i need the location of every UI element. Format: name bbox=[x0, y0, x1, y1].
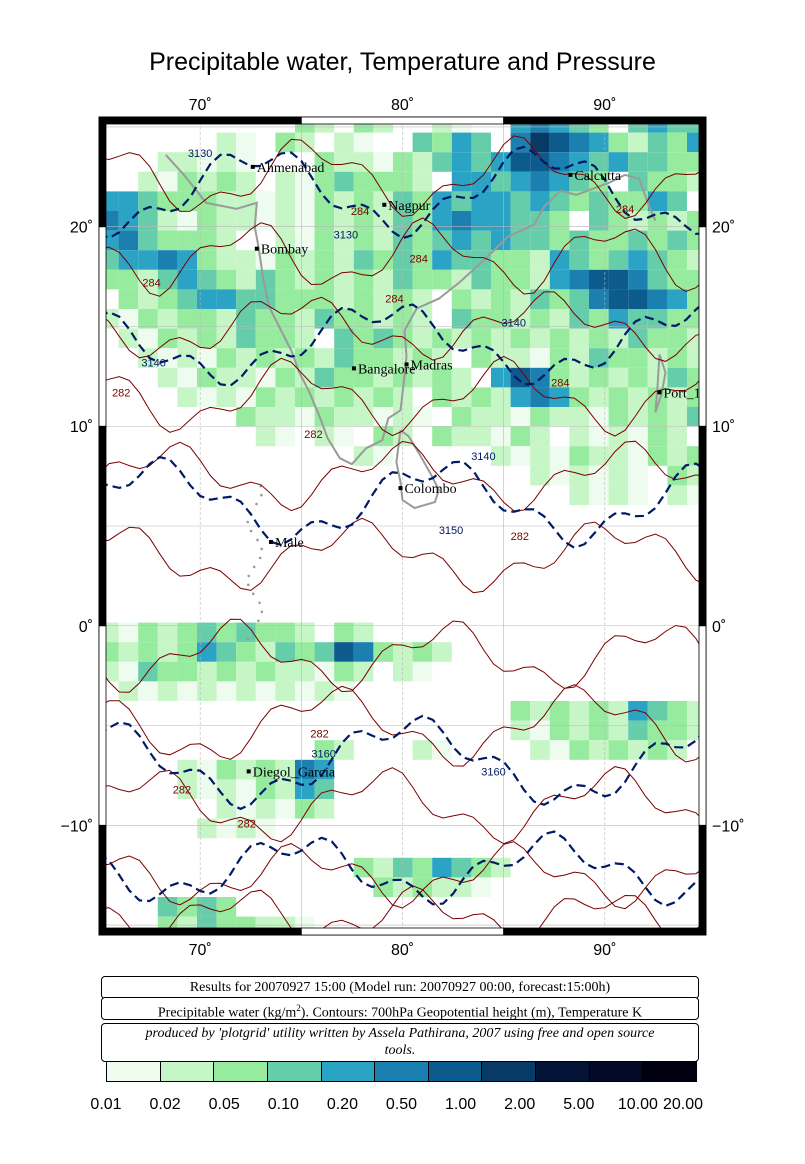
color-scale-swatch bbox=[160, 1062, 215, 1081]
color-scale-bar bbox=[106, 1061, 697, 1082]
temperature-contour-label: 282 bbox=[238, 818, 256, 830]
temperature-contour-label: 284 bbox=[351, 206, 369, 218]
longitude-label-bottom: 70˚ bbox=[189, 942, 212, 959]
color-scale-swatch bbox=[428, 1062, 483, 1081]
precipitable-water-map: 3130 3130 3140 3140 3140 3150 3160 3160 284 284 28… bbox=[61, 97, 745, 959]
color-scale-tick-label: 0.50 bbox=[385, 1096, 418, 1113]
latitude-label-right: 20˚ bbox=[712, 220, 735, 237]
pressure-contour-label: 3150 bbox=[439, 525, 463, 537]
city-label: Madras bbox=[411, 358, 453, 373]
longitude-label-top: 70˚ bbox=[189, 97, 212, 114]
latitude-label-left: 20˚ bbox=[70, 220, 93, 237]
longitude-label-bottom: 90˚ bbox=[593, 942, 616, 959]
color-scale-tick-label: 5.00 bbox=[563, 1096, 595, 1113]
city-marker bbox=[568, 172, 573, 177]
precipitable-water-field bbox=[99, 117, 706, 935]
latitude-label-left: 0˚ bbox=[79, 619, 93, 636]
latitude-label-left: 10˚ bbox=[70, 419, 93, 436]
pressure-contour-label: 3130 bbox=[334, 230, 358, 242]
geopotential-contours bbox=[99, 145, 706, 908]
color-scale-tick-label: 0.02 bbox=[149, 1096, 181, 1113]
pressure-contour-label: 3160 bbox=[311, 748, 335, 760]
temperature-contours bbox=[99, 135, 706, 935]
city-marker bbox=[268, 539, 273, 544]
city-label: Colombo bbox=[404, 482, 456, 497]
color-scale-swatch bbox=[375, 1062, 429, 1081]
city-marker bbox=[404, 362, 409, 367]
map-title: Precipitable water, Temperature and Pres… bbox=[149, 48, 656, 76]
city-label: Calcutta bbox=[574, 169, 621, 184]
city-label: Ahmenabad bbox=[257, 161, 325, 176]
color-scale-swatch bbox=[482, 1062, 537, 1081]
color-scale-swatch bbox=[214, 1062, 268, 1081]
city-marker bbox=[657, 390, 662, 395]
latitude-label-right: −10˚ bbox=[712, 818, 744, 835]
temperature-contour-label: 284 bbox=[410, 254, 428, 266]
map-frame bbox=[98, 116, 707, 936]
city-label: Nagpur bbox=[388, 199, 430, 214]
color-scale-swatch bbox=[589, 1062, 644, 1081]
city-marker bbox=[351, 366, 356, 371]
pressure-contour-label: 3140 bbox=[502, 317, 526, 329]
pressure-contour-label: 3130 bbox=[188, 148, 212, 160]
city-marker bbox=[398, 486, 403, 491]
color-scale-tick-label: 2.00 bbox=[504, 1096, 536, 1113]
temperature-contour-label: 284 bbox=[551, 377, 569, 389]
city-label: Diegol_Garcia bbox=[253, 765, 336, 780]
latitude-label-right: 10˚ bbox=[712, 419, 735, 436]
color-scale-tick-label: 10.00 bbox=[617, 1096, 658, 1113]
axis-labels: 70˚ 70˚ 80˚ 80˚ 90˚ 90˚ −10˚ −10˚ 0˚ 0˚ 10˚ 10˚ 20˚ 2… bbox=[61, 97, 745, 959]
color-scale-tick-label: 0.01 bbox=[90, 1096, 122, 1113]
andaman-islands-coastline bbox=[654, 354, 667, 413]
temperature-contour-label: 282 bbox=[173, 784, 191, 796]
legend-description-prefix: Precipitable water (kg/m bbox=[157, 1005, 297, 1021]
legend-description-box: Precipitable water (kg/m2). Contours: 70… bbox=[101, 997, 699, 1021]
longitude-label-bottom: 80˚ bbox=[391, 942, 414, 959]
city-marker bbox=[250, 164, 255, 169]
city-label: Bangalore bbox=[358, 362, 416, 377]
color-scale-tick-label: 20.00 bbox=[662, 1096, 704, 1113]
color-scale-swatch bbox=[643, 1062, 697, 1081]
temperature-contour-label: 284 bbox=[142, 278, 160, 290]
city-marker bbox=[382, 202, 387, 207]
temperature-contour-label: 284 bbox=[385, 294, 403, 306]
temperature-contour-label: 282 bbox=[310, 728, 328, 740]
city-markers: AhmenabadNagpurCalcuttaBombayBangaloreMa… bbox=[246, 161, 701, 780]
pressure-contour-label: 3140 bbox=[141, 357, 165, 369]
temperature-contour-label: 284 bbox=[616, 204, 634, 216]
city-marker bbox=[254, 246, 259, 251]
color-scale-tick-label: 0.05 bbox=[208, 1096, 240, 1113]
legend-description-suffix: ). Contours: 700hPa Geopotential height … bbox=[300, 1005, 643, 1021]
longitude-label-top: 90˚ bbox=[593, 97, 616, 114]
color-scale-tick-label: 0.20 bbox=[326, 1096, 358, 1113]
legend-description-superscript: 2 bbox=[296, 1003, 301, 1013]
color-scale-swatch bbox=[267, 1062, 322, 1081]
city-label: Port_1 bbox=[663, 386, 700, 401]
temperature-contour-label: 282 bbox=[511, 531, 529, 543]
latitude-label-left: −10˚ bbox=[61, 818, 93, 835]
longitude-label-top: 80˚ bbox=[391, 97, 414, 114]
run-info-box: Results for 20070927 15:00 (Model run: 2… bbox=[101, 976, 699, 999]
color-scale-swatch bbox=[107, 1062, 161, 1081]
color-scale-swatch bbox=[536, 1062, 590, 1081]
latitude-label-right: 0˚ bbox=[712, 619, 726, 636]
pressure-contour-label: 3160 bbox=[481, 766, 505, 778]
city-marker bbox=[246, 769, 251, 774]
color-scale-swatch bbox=[321, 1062, 376, 1081]
india-coastline bbox=[165, 154, 657, 466]
color-scale-tick-label: 1.00 bbox=[445, 1096, 477, 1113]
city-label: Bombay bbox=[261, 243, 308, 258]
temperature-contour-label: 282 bbox=[112, 387, 130, 399]
sri-lanka-coastline bbox=[395, 429, 440, 510]
color-scale-tick-label: 0.10 bbox=[267, 1096, 299, 1113]
city-label: Male bbox=[275, 536, 304, 551]
credits-box: produced by 'plotgrid' utility written b… bbox=[101, 1023, 699, 1062]
contour-labels: 3130 3130 3140 3140 3140 3150 3160 3160 284 284 28… bbox=[112, 148, 634, 830]
pressure-contour-label: 3140 bbox=[471, 451, 495, 463]
graticule bbox=[99, 117, 706, 935]
temperature-contour-label: 282 bbox=[304, 429, 322, 441]
